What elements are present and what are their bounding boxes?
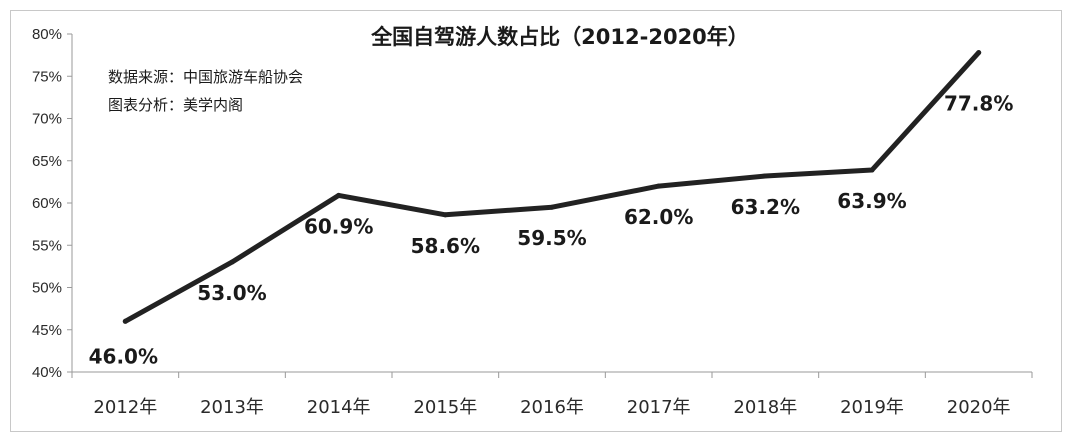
data-source-note: 数据来源：中国旅游车船协会 (108, 68, 303, 86)
data-label: 60.9% (304, 214, 373, 238)
y-tick-label: 80% (32, 26, 62, 43)
data-point (229, 259, 235, 265)
series-group (122, 50, 982, 324)
x-tick-label: 2020年 (947, 397, 1011, 418)
data-label: 62.0% (624, 205, 693, 229)
y-tick-label: 75% (32, 68, 62, 85)
y-tick-label: 60% (32, 195, 62, 212)
data-point (549, 204, 555, 210)
data-point (656, 183, 662, 189)
data-point (122, 318, 128, 324)
data-point (336, 192, 342, 198)
x-axis-ticks: 2012年 2013年 2014年 2015年 2016年 2017年 2018年 2019年… (71, 372, 1033, 418)
y-tick-label: 70% (32, 111, 62, 128)
data-point (442, 212, 448, 218)
x-tick-label: 2015年 (413, 397, 477, 418)
chart-title: 全国自驾游人数占比（2012-2020年） (370, 25, 749, 49)
analysis-credit-note: 图表分析：美学内阁 (108, 96, 243, 114)
data-label: 58.6% (411, 234, 480, 258)
chart-frame (10, 10, 1062, 432)
y-tick-label: 65% (32, 153, 62, 170)
x-tick-label: 2013年 (200, 397, 264, 418)
x-tick-label: 2017年 (627, 397, 691, 418)
data-label: 59.5% (517, 226, 586, 250)
y-tick-label: 45% (32, 322, 62, 339)
data-label: 63.2% (731, 195, 800, 219)
data-labels: 46.0% 53.0% 60.9% 58.6% 59.5% 62.0% 63.2% 63.9%… (89, 92, 1014, 369)
x-tick-label: 2018年 (733, 397, 797, 418)
data-label: 77.8% (944, 92, 1013, 116)
y-axis-ticks: 40% 45% 50% 55% 60% 65% 70% 75% 80% (32, 26, 72, 381)
data-point (976, 50, 982, 56)
data-point (762, 173, 768, 179)
y-tick-label: 40% (32, 364, 62, 381)
data-point (869, 167, 875, 173)
x-tick-label: 2012年 (93, 397, 157, 418)
data-label: 63.9% (837, 189, 906, 213)
data-label: 46.0% (89, 344, 158, 368)
x-tick-label: 2019年 (840, 397, 904, 418)
y-tick-label: 50% (32, 280, 62, 297)
data-label: 53.0% (197, 281, 266, 305)
x-tick-label: 2016年 (520, 397, 584, 418)
x-tick-label: 2014年 (307, 397, 371, 418)
y-tick-label: 55% (32, 237, 62, 254)
